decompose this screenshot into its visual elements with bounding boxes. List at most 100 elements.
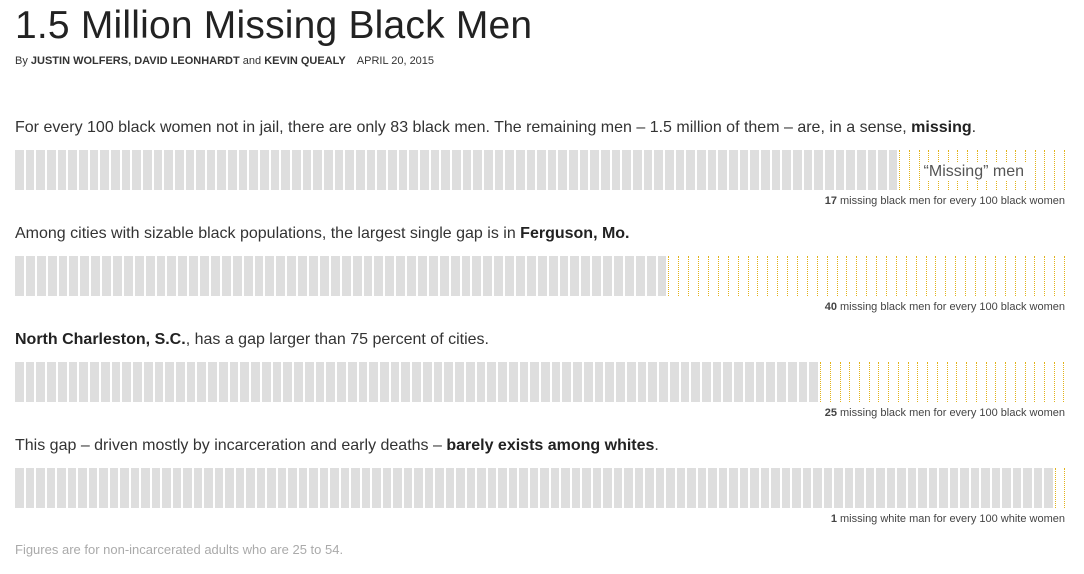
byline-author-3[interactable]: KEVIN QUEALY	[264, 55, 346, 67]
present-man-cell	[569, 150, 580, 190]
present-man-cell	[385, 256, 397, 296]
row-2-sentence: Among cities with sizable black populati…	[15, 225, 630, 243]
present-man-cell	[483, 256, 495, 296]
present-man-cell	[330, 468, 341, 508]
present-man-cell	[451, 150, 463, 190]
byline: By JUSTIN WOLFERS, DAVID LEONHARDT and K…	[15, 55, 434, 67]
present-man-cell	[676, 468, 687, 508]
present-man-cell	[616, 362, 627, 402]
present-man-cell	[334, 150, 346, 190]
present-man-cell	[590, 150, 602, 190]
present-man-cell	[302, 150, 314, 190]
present-man-cell	[823, 468, 834, 508]
row-3-sentence: North Charleston, S.C., has a gap larger…	[15, 331, 489, 349]
present-man-cell	[232, 256, 244, 296]
present-man-cell	[519, 362, 531, 402]
present-man-cell	[57, 362, 69, 402]
present-man-cell	[330, 256, 342, 296]
present-man-cell	[178, 256, 190, 296]
present-man-cell	[298, 468, 309, 508]
byline-author-2[interactable]: DAVID LEONHARDT	[134, 55, 240, 67]
present-man-cell	[792, 150, 804, 190]
present-man-cell	[445, 468, 456, 508]
missing-man-cell	[956, 362, 967, 402]
present-man-cell	[483, 150, 495, 190]
present-man-cell	[1012, 468, 1023, 508]
present-man-cell	[781, 468, 792, 508]
present-man-cell	[571, 468, 582, 508]
present-man-cell	[36, 256, 48, 296]
present-man-cell	[949, 468, 960, 508]
present-man-cell	[57, 468, 68, 508]
present-man-cell	[428, 256, 440, 296]
missing-man-cell	[909, 150, 919, 190]
present-man-cell	[686, 150, 697, 190]
present-man-cell	[78, 468, 89, 508]
present-man-cell	[151, 468, 162, 508]
present-man-cell	[15, 362, 26, 402]
present-man-cell	[456, 468, 467, 508]
present-man-cell	[309, 256, 320, 296]
present-man-cell	[739, 468, 750, 508]
present-man-cell	[407, 256, 418, 296]
present-man-cell	[193, 468, 204, 508]
present-man-cell	[646, 256, 658, 296]
missing-man-cell	[787, 256, 798, 296]
present-man-cell	[174, 150, 186, 190]
present-man-cell	[265, 256, 277, 296]
present-man-cell	[991, 468, 1002, 508]
present-man-cell	[550, 468, 561, 508]
present-man-cell	[25, 362, 37, 402]
present-man-cell	[153, 150, 165, 190]
present-man-cell	[809, 362, 821, 402]
missing-man-cell	[955, 256, 966, 296]
byline-author-1[interactable]: JUSTIN WOLFERS,	[30, 55, 132, 67]
present-man-cell	[109, 468, 120, 508]
present-man-cell	[172, 468, 183, 508]
present-man-cell	[347, 362, 359, 402]
present-man-cell	[865, 468, 876, 508]
present-man-cell	[298, 256, 310, 296]
present-man-cell	[214, 468, 225, 508]
present-man-cell	[441, 150, 452, 190]
present-man-cell	[669, 362, 681, 402]
present-man-cell	[235, 468, 246, 508]
present-man-cell	[1033, 468, 1044, 508]
present-man-cell	[624, 256, 636, 296]
row-4-text-post: .	[654, 437, 659, 454]
present-man-cell	[15, 150, 26, 190]
present-man-cell	[582, 468, 593, 508]
present-man-cell	[835, 150, 847, 190]
present-man-cell	[691, 362, 702, 402]
present-man-cell	[270, 150, 282, 190]
missing-man-cell	[1014, 256, 1025, 296]
present-man-cell	[643, 150, 655, 190]
present-man-cell	[472, 256, 484, 296]
present-man-cell	[260, 150, 271, 190]
present-man-cell	[294, 362, 305, 402]
row-1-sentence: For every 100 black women not in jail, t…	[15, 119, 976, 137]
row-4-caption-text: missing white man for every 100 white wo…	[840, 513, 1065, 525]
present-man-cell	[69, 256, 81, 296]
missing-man-cell	[899, 150, 910, 190]
present-man-cell	[603, 256, 614, 296]
present-man-cell	[603, 468, 614, 508]
present-man-cell	[551, 362, 563, 402]
present-man-cell	[396, 256, 408, 296]
present-man-cell	[340, 468, 351, 508]
row-2-text-pre: Among cities with sizable black populati…	[15, 225, 521, 242]
row-1-caption: 17 missing black men for every 100 black…	[825, 195, 1065, 207]
present-man-cell	[505, 256, 516, 296]
row-4-waffle-bar	[15, 468, 1065, 508]
missing-man-cell	[866, 256, 877, 296]
missing-man-cell	[1044, 256, 1055, 296]
present-man-cell	[15, 468, 26, 508]
present-man-cell	[221, 256, 233, 296]
present-man-cell	[455, 362, 466, 402]
present-man-cell	[363, 256, 375, 296]
present-man-cell	[798, 362, 810, 402]
present-man-cell	[309, 468, 320, 508]
present-man-cell	[718, 150, 729, 190]
present-man-cell	[185, 150, 197, 190]
present-man-cell	[80, 256, 92, 296]
